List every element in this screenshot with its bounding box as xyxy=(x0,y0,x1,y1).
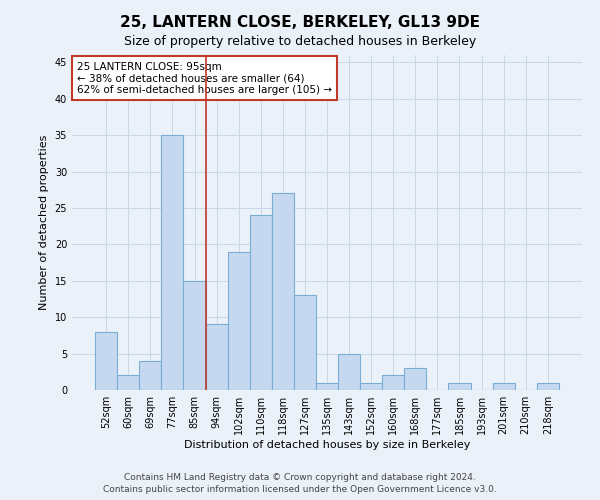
Bar xyxy=(316,382,338,390)
Bar xyxy=(227,252,250,390)
Bar xyxy=(206,324,227,390)
Bar xyxy=(338,354,360,390)
Bar xyxy=(493,382,515,390)
Bar xyxy=(250,215,272,390)
Bar xyxy=(404,368,427,390)
Bar xyxy=(360,382,382,390)
Bar xyxy=(184,281,206,390)
Bar xyxy=(382,376,404,390)
Bar xyxy=(117,376,139,390)
Y-axis label: Number of detached properties: Number of detached properties xyxy=(39,135,49,310)
Bar xyxy=(272,194,294,390)
Bar xyxy=(448,382,470,390)
Bar xyxy=(537,382,559,390)
X-axis label: Distribution of detached houses by size in Berkeley: Distribution of detached houses by size … xyxy=(184,440,470,450)
Bar xyxy=(139,361,161,390)
Bar xyxy=(294,296,316,390)
Text: 25, LANTERN CLOSE, BERKELEY, GL13 9DE: 25, LANTERN CLOSE, BERKELEY, GL13 9DE xyxy=(120,15,480,30)
Bar xyxy=(95,332,117,390)
Text: Size of property relative to detached houses in Berkeley: Size of property relative to detached ho… xyxy=(124,35,476,48)
Text: Contains HM Land Registry data © Crown copyright and database right 2024.
Contai: Contains HM Land Registry data © Crown c… xyxy=(103,473,497,494)
Bar xyxy=(161,135,184,390)
Text: 25 LANTERN CLOSE: 95sqm
← 38% of detached houses are smaller (64)
62% of semi-de: 25 LANTERN CLOSE: 95sqm ← 38% of detache… xyxy=(77,62,332,95)
